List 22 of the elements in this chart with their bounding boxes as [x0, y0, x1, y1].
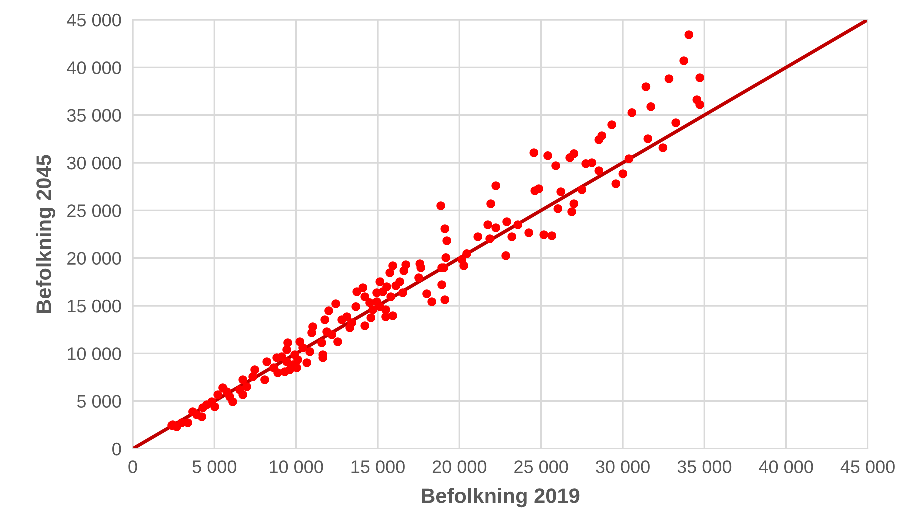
y-tick-label: 15 000 [68, 300, 122, 313]
y-tick-label: 20 000 [68, 252, 122, 266]
y-tick-label: 45 000 [67, 14, 122, 27]
x-tick-label: 40 000 [759, 460, 814, 474]
x-tick-label: 0 [128, 460, 138, 474]
y-tick-label: 25 000 [68, 204, 122, 218]
x-tick-label: 10 000 [270, 460, 324, 474]
y-tick-label: 40 000 [67, 62, 122, 74]
y-axis-title: Befolkning 2045 [36, 155, 56, 313]
x-tick-label: 30 000 [596, 460, 650, 474]
y-tick-label: 35 000 [67, 109, 122, 122]
y-tick-label: 10 000 [68, 348, 122, 360]
x-tick-label: 35 000 [678, 460, 732, 474]
x-tick-label: 5 000 [192, 460, 237, 474]
x-tick-label: 25 000 [514, 460, 568, 474]
y-tick-label: 30 000 [67, 156, 122, 170]
y-tick-label: 5 000 [77, 395, 122, 408]
x-axis-title: Befolkning 2019 [422, 488, 580, 508]
x-tick-label: 20 000 [432, 460, 487, 474]
x-tick-label: 15 000 [352, 460, 405, 474]
x-tick-label: 45 000 [840, 460, 895, 474]
y-tick-label: 0 [112, 442, 122, 456]
